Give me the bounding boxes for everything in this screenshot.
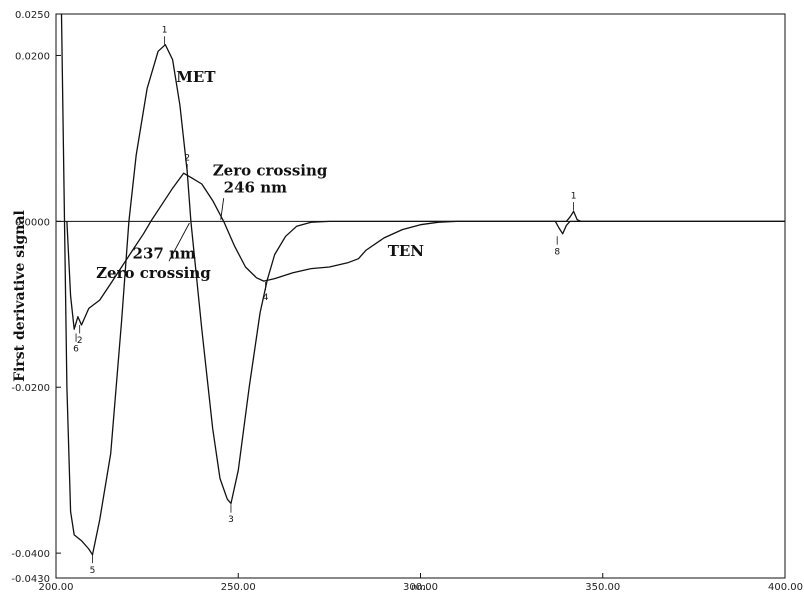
peak-label: 4	[263, 293, 269, 303]
peak-label: 5	[90, 566, 96, 576]
peak-marker: 8	[554, 236, 560, 257]
zero-crossing-leader-237	[168, 222, 190, 262]
x-axis-label: nm.	[411, 583, 428, 592]
annotation-text: TEN	[388, 242, 425, 260]
x-tick-label: 350.00	[585, 582, 620, 592]
x-tick-label: 250.00	[221, 582, 256, 592]
y-tick-label: 0.0000	[15, 217, 50, 228]
peak-marker: 3	[228, 504, 234, 525]
peak-label: 3	[228, 515, 234, 525]
y-tick-label: 0.0250	[15, 10, 50, 21]
zero-crossing-leader-246	[220, 198, 225, 220]
peak-marker: 4	[263, 281, 269, 303]
peak-label: 8	[554, 247, 560, 257]
annotation-text: 237 nm	[133, 245, 196, 263]
series-layer	[60, 13, 785, 556]
y-axis-label: First derivative signal	[12, 210, 28, 382]
peak-marker: 2	[184, 153, 190, 173]
peak-label: 2	[77, 336, 83, 346]
series-line-ten	[66, 172, 785, 330]
y-tick-label: 0.0200	[15, 51, 50, 62]
peak-label: 1	[162, 26, 168, 36]
peak-label: 2	[184, 153, 190, 163]
x-tick-label: 300.00	[403, 582, 438, 592]
plot-frame	[55, 13, 786, 579]
series-line-met	[60, 13, 785, 556]
peak-label: 6	[73, 344, 79, 354]
annotation-text: MET	[176, 68, 216, 86]
y-tick-label: -0.0430	[11, 574, 50, 585]
x-tick-label: 400.00	[768, 582, 803, 592]
annotation-text: 246 nm	[224, 178, 287, 196]
peak-marker: 2	[77, 325, 83, 346]
annotation-text: Zero crossing	[213, 162, 328, 180]
peak-marker: 6	[73, 333, 79, 354]
peak-label: 1	[571, 192, 577, 202]
x-tick-label: 200.00	[39, 582, 74, 592]
plot-border	[55, 13, 786, 579]
y-tick-label: -0.0400	[11, 549, 50, 560]
y-tick-label: -0.0200	[11, 383, 50, 394]
axis-ticks: 200.00 250.00 300.00 350.00 400.00 0.0250 0.02…	[11, 10, 803, 592]
annotation-text: Zero crossing	[96, 264, 211, 282]
peak-marker: 1	[571, 192, 577, 211]
peak-marker: 5	[90, 554, 96, 576]
peak-marker: 1	[162, 26, 168, 45]
